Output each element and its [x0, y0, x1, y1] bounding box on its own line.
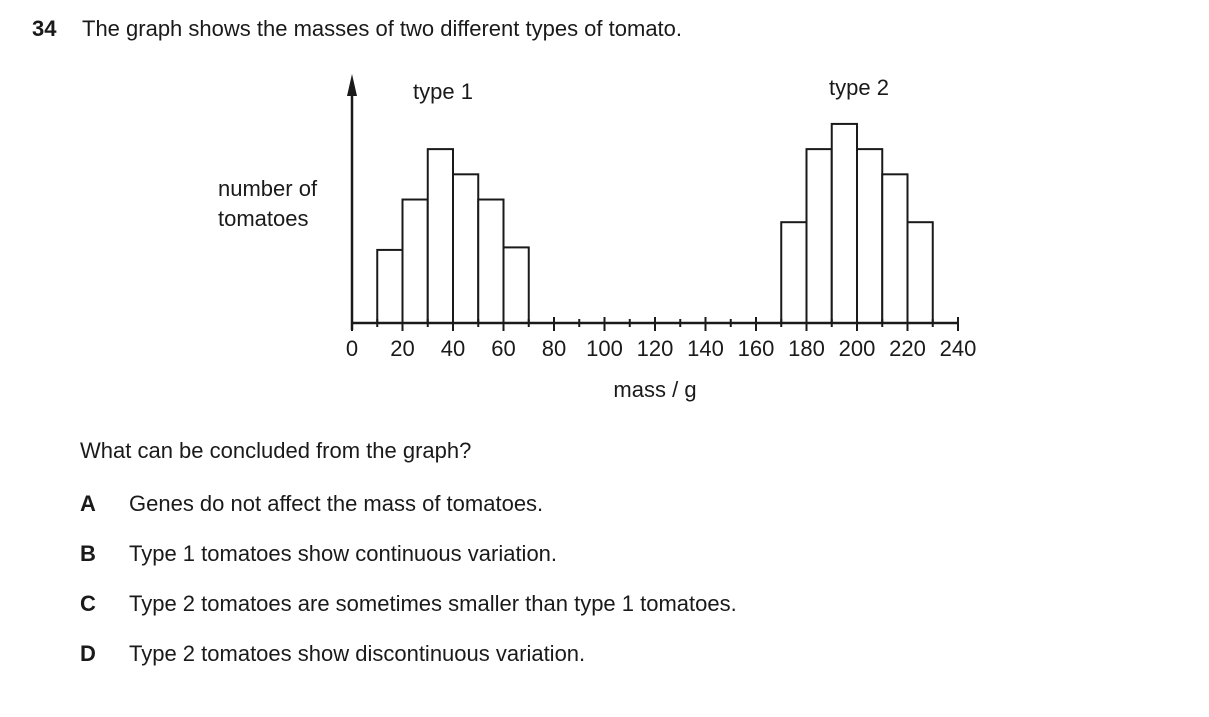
question-prompt: What can be concluded from the graph? [80, 438, 472, 463]
x-tick-label: 140 [687, 336, 724, 361]
x-tick-label: 100 [586, 336, 623, 361]
x-tick-label: 0 [346, 336, 358, 361]
y-axis-label-line: tomatoes [218, 206, 309, 231]
question-text: The graph shows the masses of two differ… [82, 16, 683, 41]
bar-2-5 [881, 173, 909, 324]
x-axis-label: mass / g [613, 377, 696, 402]
x-tick-label: 80 [542, 336, 566, 361]
x-tick-label: 160 [738, 336, 775, 361]
option-text: Type 1 tomatoes show continuous variatio… [129, 541, 558, 566]
option-letter: A [80, 491, 96, 516]
option-b[interactable]: B Type 1 tomatoes show continuous variat… [80, 540, 980, 568]
option-letter: C [80, 591, 96, 616]
bar-2-3 [830, 122, 858, 324]
series-label-2: type 2 [829, 75, 889, 100]
x-tick-label: 60 [491, 336, 515, 361]
y-axis-label-line: number of [218, 176, 318, 201]
option-c[interactable]: C Type 2 tomatoes are sometimes smaller … [80, 590, 980, 618]
option-text: Type 2 tomatoes are sometimes smaller th… [129, 591, 737, 616]
x-tick-label: 240 [940, 336, 977, 361]
option-letter: B [80, 541, 96, 566]
option-text: Genes do not affect the mass of tomatoes… [129, 491, 544, 516]
x-tick-label: 20 [390, 336, 414, 361]
x-tick-label: 120 [637, 336, 674, 361]
bar-2-2 [805, 148, 833, 324]
bar-2-4 [856, 148, 884, 324]
bar-1-1 [376, 248, 404, 324]
bar-2-1 [780, 221, 808, 324]
bar-1-6 [502, 246, 530, 324]
x-tick-label: 220 [889, 336, 926, 361]
option-a[interactable]: A Genes do not affect the mass of tomato… [80, 490, 980, 518]
x-tick-label: 180 [788, 336, 825, 361]
option-letter: D [80, 641, 96, 666]
bar-1-3 [426, 148, 454, 324]
bar-1-5 [477, 198, 505, 325]
series-label-1: type 1 [413, 79, 473, 104]
axes-layer [347, 74, 959, 331]
option-d[interactable]: D Type 2 tomatoes show discontinuous var… [80, 640, 980, 668]
question-number: 34 [32, 16, 57, 41]
bars-layer [376, 122, 934, 325]
x-tick-label: 200 [839, 336, 876, 361]
x-tick-label: 40 [441, 336, 465, 361]
bar-2-6 [906, 221, 934, 324]
labels-layer: type 1 type 2 0 20 40 60 80 100 120 140 160 180 200 2… [218, 75, 976, 402]
bar-1-4 [452, 173, 480, 324]
bar-1-2 [401, 198, 429, 325]
y-axis-arrow [347, 74, 357, 96]
option-text: Type 2 tomatoes show discontinuous varia… [129, 641, 586, 666]
